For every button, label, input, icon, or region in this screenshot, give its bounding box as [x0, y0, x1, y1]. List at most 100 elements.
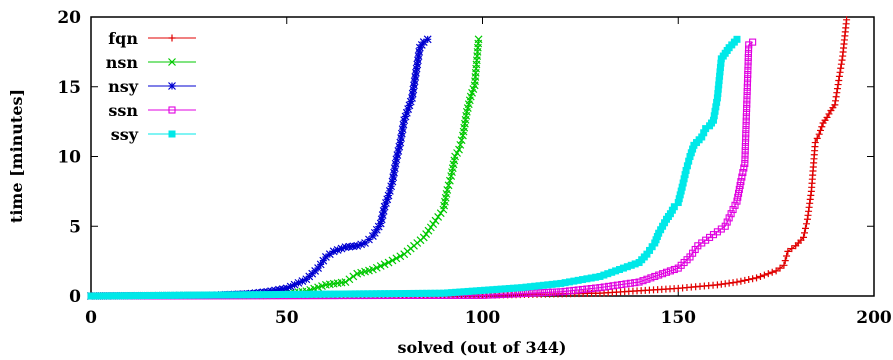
point-marker — [168, 106, 176, 114]
point-marker — [357, 240, 366, 249]
point-marker — [666, 267, 674, 275]
point-marker — [384, 191, 393, 200]
point-marker — [399, 120, 408, 129]
point-marker — [835, 76, 843, 84]
point-marker — [393, 151, 402, 160]
point-marker — [387, 182, 396, 191]
point-marker — [744, 66, 752, 74]
point-marker — [410, 77, 419, 86]
point-marker — [345, 275, 354, 284]
point-marker — [743, 100, 751, 108]
legend-label-fqn: fqn — [108, 29, 138, 48]
x-tick-label: 200 — [856, 308, 892, 328]
point-marker — [734, 193, 742, 201]
series-nsy — [87, 35, 432, 300]
point-marker — [753, 274, 761, 282]
point-marker — [733, 35, 741, 43]
point-marker — [618, 280, 626, 289]
point-marker — [639, 277, 647, 285]
point-marker — [557, 288, 565, 296]
point-marker — [445, 176, 454, 185]
plot-frame — [90, 16, 875, 297]
point-marker — [401, 112, 410, 121]
point-marker — [836, 68, 844, 76]
point-marker — [536, 289, 544, 297]
point-marker — [843, 16, 851, 24]
point-marker — [735, 185, 743, 193]
point-marker — [738, 173, 746, 181]
point-marker — [383, 195, 392, 204]
point-marker — [282, 284, 291, 293]
point-marker — [780, 261, 788, 269]
point-marker — [380, 260, 389, 269]
point-marker — [390, 168, 398, 177]
point-marker — [271, 286, 279, 295]
point-marker — [742, 109, 751, 117]
point-marker — [168, 82, 176, 90]
point-marker — [168, 130, 176, 138]
point-marker — [404, 105, 413, 113]
point-marker — [397, 134, 405, 143]
point-marker — [419, 38, 428, 47]
point-marker — [544, 288, 552, 296]
point-marker — [764, 270, 772, 278]
point-marker — [168, 58, 176, 66]
series-fqn — [87, 16, 851, 300]
point-marker — [385, 186, 394, 195]
point-marker — [740, 164, 748, 172]
point-marker — [388, 177, 397, 186]
point-marker — [372, 263, 381, 272]
point-marker — [405, 101, 414, 110]
point-marker — [802, 220, 810, 228]
point-marker — [409, 85, 418, 94]
y-tick-label: 10 — [57, 148, 81, 168]
point-marker — [374, 222, 383, 231]
point-marker — [742, 134, 750, 142]
point-marker — [316, 260, 325, 269]
point-marker — [741, 151, 749, 159]
point-marker — [832, 93, 840, 101]
point-marker — [415, 47, 424, 56]
point-marker — [395, 142, 404, 151]
point-marker — [443, 186, 452, 194]
point-marker — [733, 278, 741, 286]
x-tick-label: 150 — [661, 308, 697, 328]
point-marker — [370, 228, 379, 237]
point-marker — [380, 202, 389, 211]
point-marker — [278, 285, 287, 293]
point-marker — [741, 155, 749, 163]
point-marker — [596, 284, 604, 292]
point-marker — [670, 203, 678, 211]
point-marker — [831, 101, 839, 109]
point-marker — [725, 214, 733, 222]
point-marker — [737, 178, 745, 186]
point-marker — [274, 285, 283, 294]
point-marker — [384, 258, 393, 267]
point-marker — [742, 117, 750, 125]
point-marker — [723, 218, 731, 226]
point-marker — [349, 272, 358, 281]
point-marker — [422, 230, 431, 238]
point-marker — [605, 282, 613, 290]
point-marker — [741, 276, 749, 284]
point-marker — [781, 257, 789, 265]
point-marker — [474, 35, 483, 44]
point-marker — [540, 288, 548, 297]
point-marker — [392, 254, 401, 263]
point-marker — [372, 225, 381, 234]
point-marker — [734, 189, 743, 197]
point-marker — [733, 197, 741, 205]
y-tick-label: 20 — [57, 8, 81, 28]
point-marker — [377, 215, 386, 224]
point-marker — [333, 246, 342, 254]
point-marker — [410, 81, 418, 90]
point-marker — [741, 142, 749, 151]
point-marker — [744, 70, 752, 79]
x-axis-title: solved (out of 344) — [398, 338, 567, 357]
x-tick-label: 0 — [85, 308, 97, 328]
point-marker — [400, 116, 409, 125]
point-marker — [321, 253, 330, 261]
point-marker — [398, 125, 407, 134]
point-marker — [736, 181, 744, 190]
point-marker — [816, 126, 824, 134]
